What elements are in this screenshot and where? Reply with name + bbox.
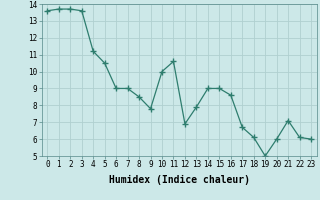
X-axis label: Humidex (Indice chaleur): Humidex (Indice chaleur) <box>109 175 250 185</box>
